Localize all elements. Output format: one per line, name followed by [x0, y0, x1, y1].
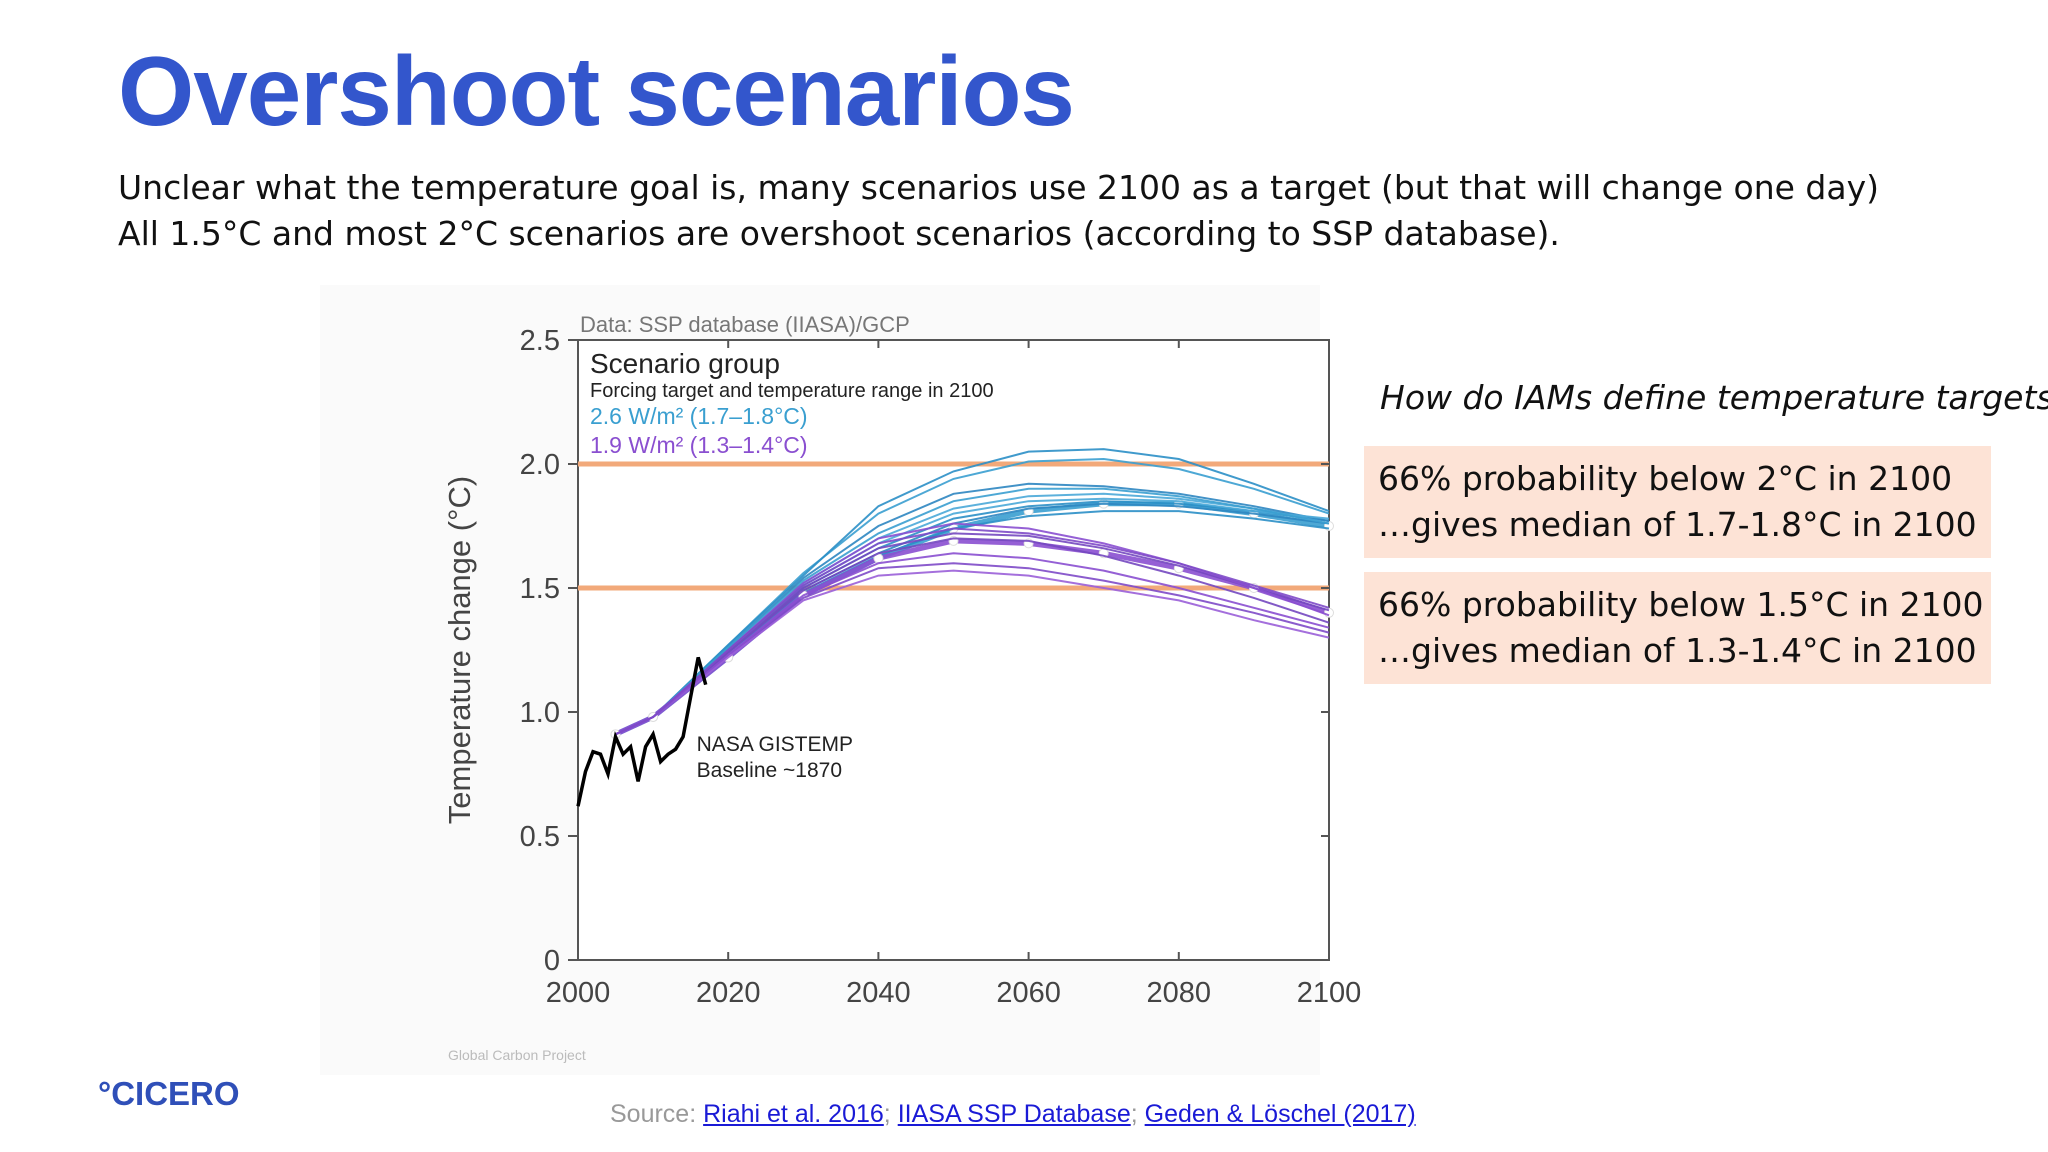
slide-title: Overshoot scenarios	[118, 36, 1075, 146]
y-tick-label: 1.0	[520, 697, 560, 729]
subtitle-line-2: All 1.5°C and most 2°C scenarios are ove…	[118, 214, 1560, 253]
info-box-15c-line1: 66% probability below 1.5°C in 2100	[1378, 585, 1984, 624]
legend-title: Scenario group	[590, 348, 780, 379]
info-box-2c: 66% probability below 2°C in 2100 …gives…	[1364, 446, 1991, 558]
info-box-2c-line2: …gives median of 1.7-1.8°C in 2100	[1378, 505, 1977, 544]
source-separator: ;	[1130, 1100, 1145, 1128]
legend-subtitle: Forcing target and temperature range in …	[590, 380, 994, 402]
source-link-iiasa[interactable]: IIASA SSP Database	[897, 1100, 1131, 1128]
y-tick-label: 1.5	[520, 573, 560, 605]
info-box-2c-line1: 66% probability below 2°C in 2100	[1378, 459, 1953, 498]
data-source-label: Data: SSP database (IIASA)/GCP	[580, 312, 910, 337]
legend-entry: 2.6 W/m² (1.7–1.8°C)	[590, 403, 808, 429]
slide-subtitle: Unclear what the temperature goal is, ma…	[118, 165, 1879, 257]
x-tick-label: 2080	[1147, 977, 1212, 1009]
subtitle-line-1: Unclear what the temperature goal is, ma…	[118, 168, 1880, 207]
source-link-riahi[interactable]: Riahi et al. 2016	[703, 1100, 884, 1128]
x-tick-label: 2060	[996, 977, 1061, 1009]
observed-annotation-line1: NASA GISTEMP	[697, 733, 853, 756]
y-tick-label: 0	[544, 945, 560, 977]
source-prefix: Source:	[610, 1100, 704, 1128]
x-tick-label: 2000	[546, 977, 611, 1009]
source-separator: ;	[883, 1100, 898, 1128]
source-citation: Source: Riahi et al. 2016; IIASA SSP Dat…	[610, 1100, 1416, 1129]
source-link-geden[interactable]: Geden & Löschel (2017)	[1144, 1100, 1416, 1128]
y-tick-label: 2.5	[520, 325, 560, 357]
observed-line	[576, 656, 708, 807]
y-axis-label: Temperature change (°C)	[442, 476, 477, 824]
x-tick-label: 2040	[846, 977, 911, 1009]
x-tick-label: 2020	[696, 977, 761, 1009]
question-text: How do IAMs define temperature targets?	[1380, 378, 2048, 417]
info-box-15c: 66% probability below 1.5°C in 2100 …giv…	[1364, 572, 1991, 684]
cicero-logo: °CICERO	[98, 1075, 240, 1112]
x-tick-label: 2100	[1297, 977, 1362, 1009]
plot-area	[577, 339, 1330, 961]
observed-annotation-line2: Baseline ~1870	[697, 759, 842, 782]
chart-credit: Global Carbon Project	[448, 1047, 586, 1063]
info-box-15c-line2: …gives median of 1.3-1.4°C in 2100	[1378, 631, 1977, 670]
y-tick-label: 2.0	[520, 449, 560, 481]
y-tick-label: 0.5	[520, 821, 560, 853]
legend-entry: 1.9 W/m² (1.3–1.4°C)	[590, 432, 808, 458]
